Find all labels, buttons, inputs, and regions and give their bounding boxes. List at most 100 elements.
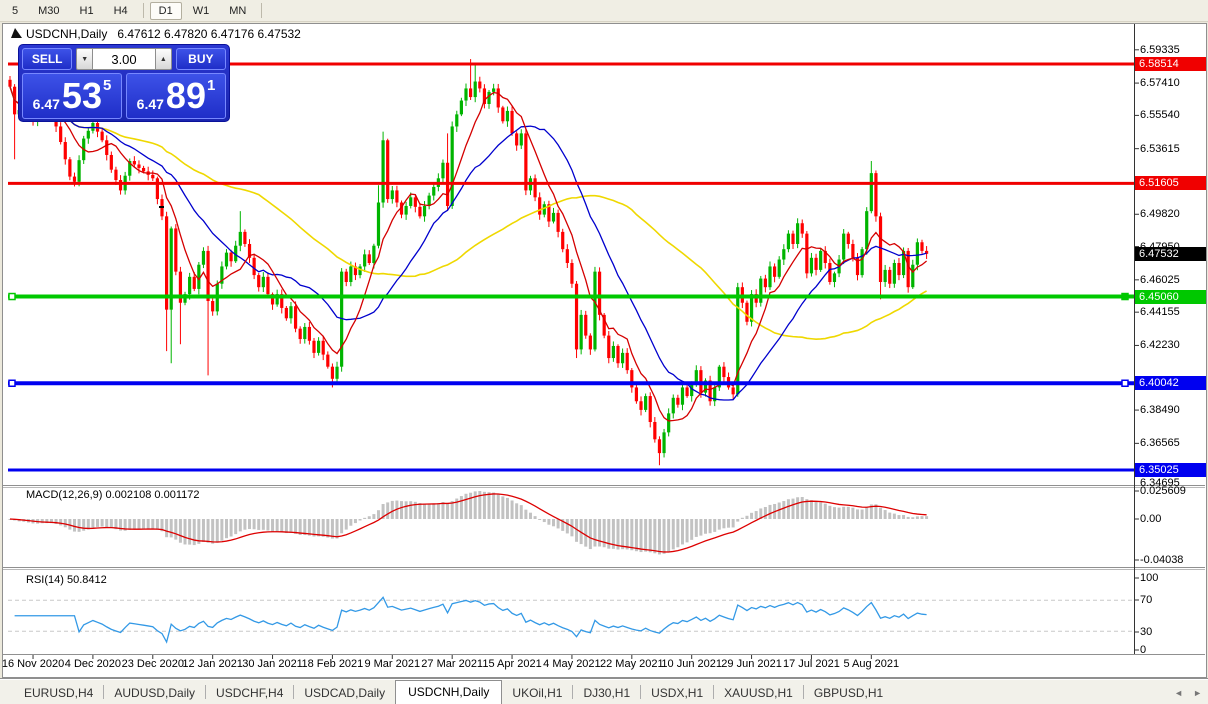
macd-histogram-bar	[146, 519, 150, 529]
macd-pane[interactable]	[8, 490, 929, 555]
macd-axis-label: 0.025609	[1140, 485, 1186, 497]
tab-eurusd-h4[interactable]: EURUSD,H4	[24, 686, 94, 700]
candle-down	[482, 88, 487, 104]
tab-ukoil-h1[interactable]: UKOil,H1	[512, 686, 563, 700]
macd-histogram-bar	[680, 519, 684, 545]
line-handle[interactable]	[8, 379, 16, 388]
candle-down	[708, 380, 712, 402]
macd-histogram-bar	[533, 516, 537, 519]
candle-up	[819, 250, 823, 270]
macd-histogram-bar	[556, 519, 560, 529]
timeframe-D1[interactable]: D1	[149, 1, 182, 20]
candle-down	[478, 81, 482, 89]
timeframe-W1[interactable]: W1	[192, 4, 210, 17]
candle-down	[270, 294, 275, 305]
timeframe-MN[interactable]: MN	[229, 4, 247, 17]
price-axis-label: 6.42230	[1140, 339, 1180, 352]
macd-histogram-bar	[768, 504, 772, 519]
timeframe-H1[interactable]: H1	[79, 4, 94, 17]
candle-down	[174, 228, 178, 272]
sell-price-button[interactable]: 6.47 53 5	[22, 73, 122, 119]
macd-histogram-bar	[229, 519, 233, 537]
rsi-pane[interactable]	[8, 596, 1134, 644]
macd-histogram-bar	[902, 515, 906, 519]
macd-histogram-bar	[68, 519, 72, 530]
macd-histogram-bar	[349, 519, 353, 526]
macd-histogram-bar	[174, 519, 178, 540]
candle-up	[796, 223, 800, 244]
candle-up	[644, 396, 648, 410]
dash-object[interactable]	[159, 206, 164, 208]
candle-down	[630, 370, 634, 388]
candle-down	[496, 88, 500, 108]
candle-down	[588, 335, 592, 350]
tab-xauusd-h1[interactable]: XAUUSD,H1	[724, 686, 793, 700]
candle-up	[809, 257, 814, 274]
candle-down	[72, 176, 77, 182]
macd-histogram-bar	[704, 519, 708, 534]
macd-histogram-bar	[86, 519, 90, 530]
macd-histogram-bar	[409, 501, 413, 519]
macd-histogram-bar	[261, 519, 265, 530]
candle-down	[648, 396, 652, 423]
buy-button[interactable]: BUY	[175, 48, 226, 70]
tab-gbpusd-h1[interactable]: GBPUSD,H1	[813, 686, 884, 700]
timeframe-H4[interactable]: H4	[113, 4, 128, 17]
timeframe-M30[interactable]: M30	[38, 4, 60, 17]
macd-histogram-bar	[786, 499, 790, 519]
candle-down	[805, 233, 809, 274]
macd-histogram-bar	[510, 500, 514, 519]
macd-histogram-bar	[128, 519, 132, 530]
macd-histogram-bar	[777, 502, 781, 519]
candle-down	[602, 314, 606, 336]
volume-decrease-button[interactable]: ▼	[76, 48, 93, 70]
tab-usdx-h1[interactable]: USDX,H1	[651, 686, 704, 700]
candle-down	[211, 301, 215, 312]
line-handle[interactable]	[1121, 379, 1129, 388]
line-handle[interactable]	[8, 292, 16, 301]
tab-audusd-daily[interactable]: AUDUSD,Daily	[114, 686, 196, 700]
candle-up	[768, 266, 772, 288]
tab-usdchf-h4[interactable]: USDCHF,H4	[216, 686, 284, 700]
tab-usdcnh-daily[interactable]: USDCNH,Daily	[395, 680, 503, 704]
macd-histogram-bar	[404, 501, 408, 519]
tabs-scroll-left-icon[interactable]: ◄	[1174, 688, 1184, 698]
candle-down	[413, 197, 417, 207]
candle-up	[519, 133, 523, 146]
spinner-down-icon: ▼	[81, 55, 89, 63]
candle-down	[791, 233, 795, 244]
toolbar-separator	[142, 3, 144, 18]
buy-price-button[interactable]: 6.47 89 1	[126, 73, 226, 119]
tabs-scroll-right-icon[interactable]: ►	[1193, 688, 1202, 698]
macd-histogram-bar	[142, 519, 146, 529]
candle-down	[533, 178, 537, 198]
candle-up	[169, 228, 173, 310]
macd-histogram-bar	[588, 519, 592, 550]
candle-down	[418, 206, 422, 217]
macd-histogram-bar	[248, 519, 252, 530]
price-axis-label: 6.59335	[1140, 43, 1180, 56]
candle-down	[353, 266, 358, 276]
candle-up	[450, 126, 454, 206]
main-price-pane[interactable]	[8, 59, 1134, 472]
candle-up	[620, 352, 625, 364]
tab-usdcad-daily[interactable]: USDCAD,Daily	[304, 686, 386, 700]
macd-histogram-bar	[59, 519, 63, 526]
volume-increase-button[interactable]: ▲	[155, 48, 172, 70]
tab-dj30-h1[interactable]: DJ30,H1	[583, 686, 631, 700]
candle-up	[505, 110, 510, 122]
volume-input[interactable]	[93, 48, 155, 70]
price-axis-label: 6.36565	[1140, 437, 1180, 450]
candle-up	[372, 245, 376, 263]
line-handle[interactable]	[1121, 292, 1129, 301]
candle-up	[275, 294, 279, 305]
timeframe-5[interactable]: 5	[12, 4, 19, 17]
candle-up	[892, 262, 896, 284]
spinner-up-icon: ▲	[159, 55, 167, 63]
sell-button[interactable]: SELL	[22, 48, 73, 70]
candle-up	[86, 130, 90, 139]
candle-down	[118, 180, 123, 191]
macd-histogram-bar	[275, 519, 279, 532]
